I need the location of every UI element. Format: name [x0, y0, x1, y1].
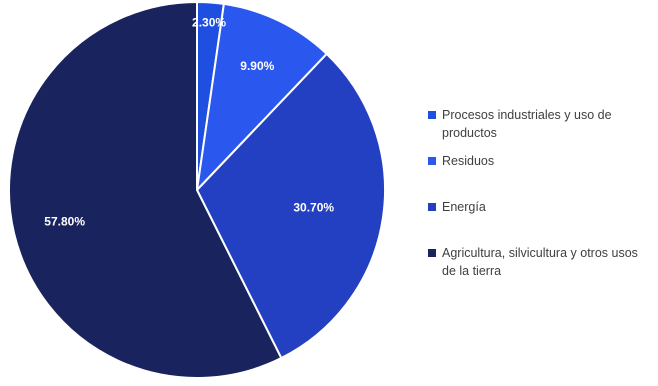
legend-swatch-residuos [428, 157, 436, 165]
legend-label-procesos-industriales: Procesos industriales y uso de productos [442, 108, 612, 140]
data-label-residuos: 9.90% [240, 59, 274, 73]
legend-item-agricultura: Agricultura, silvicultura y otros usos d… [428, 244, 650, 280]
data-label-energia: 30.70% [293, 200, 334, 214]
data-label-agricultura: 57.80% [44, 214, 85, 228]
pie-slice-residuos [195, 2, 329, 193]
pie-slice-agricultura [8, 0, 283, 379]
legend-label-agricultura: Agricultura, silvicultura y otros usos d… [442, 246, 638, 278]
legend-label-residuos: Residuos [442, 154, 495, 168]
pie-slices [8, 0, 386, 379]
legend-item-residuos: Residuos [428, 152, 650, 170]
legend-label-energia: Energía [442, 200, 486, 214]
legend-swatch-agricultura [428, 249, 436, 257]
legend-swatch-procesos-industriales [428, 111, 436, 119]
chart-legend: Procesos industriales y uso de productos… [428, 106, 650, 280]
data-label-procesos-industriales: 2.30% [192, 15, 226, 29]
legend-item-procesos-industriales: Procesos industriales y uso de productos [428, 106, 650, 142]
legend-item-energia: Energía [428, 198, 650, 216]
pie-data-labels: 2.30% 9.90% 30.70% 57.80% [44, 15, 334, 228]
legend-swatch-energia [428, 203, 436, 211]
